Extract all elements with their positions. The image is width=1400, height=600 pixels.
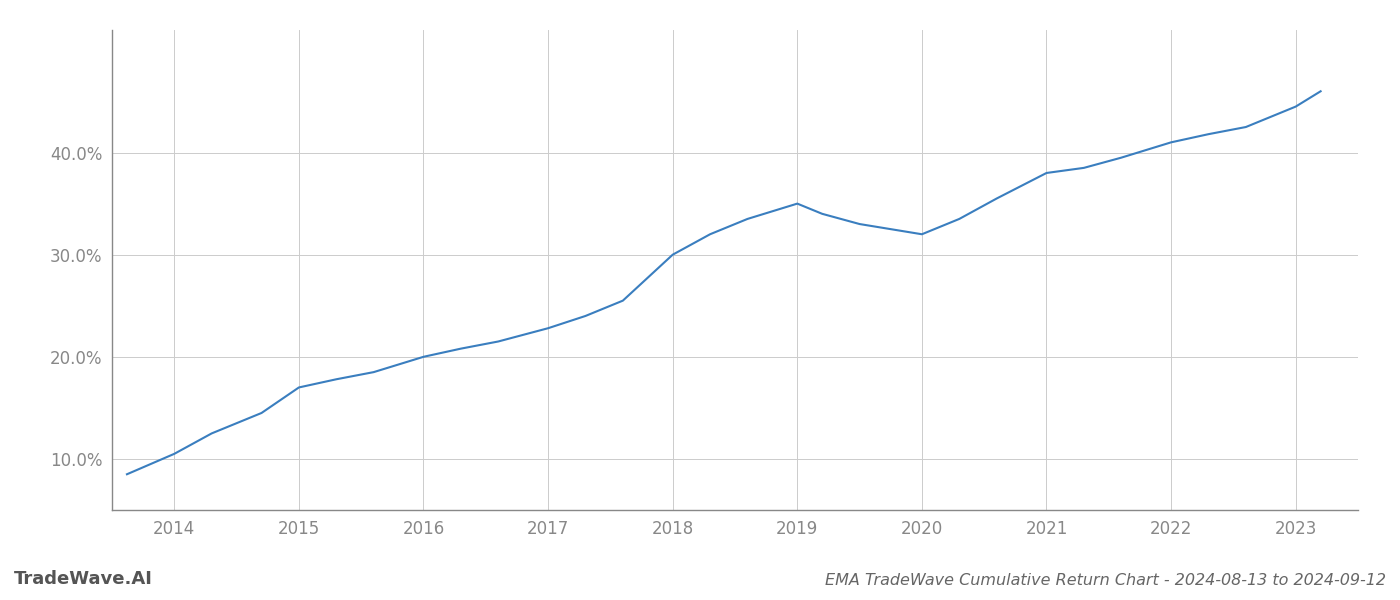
- Text: TradeWave.AI: TradeWave.AI: [14, 570, 153, 588]
- Text: EMA TradeWave Cumulative Return Chart - 2024-08-13 to 2024-09-12: EMA TradeWave Cumulative Return Chart - …: [825, 573, 1386, 588]
